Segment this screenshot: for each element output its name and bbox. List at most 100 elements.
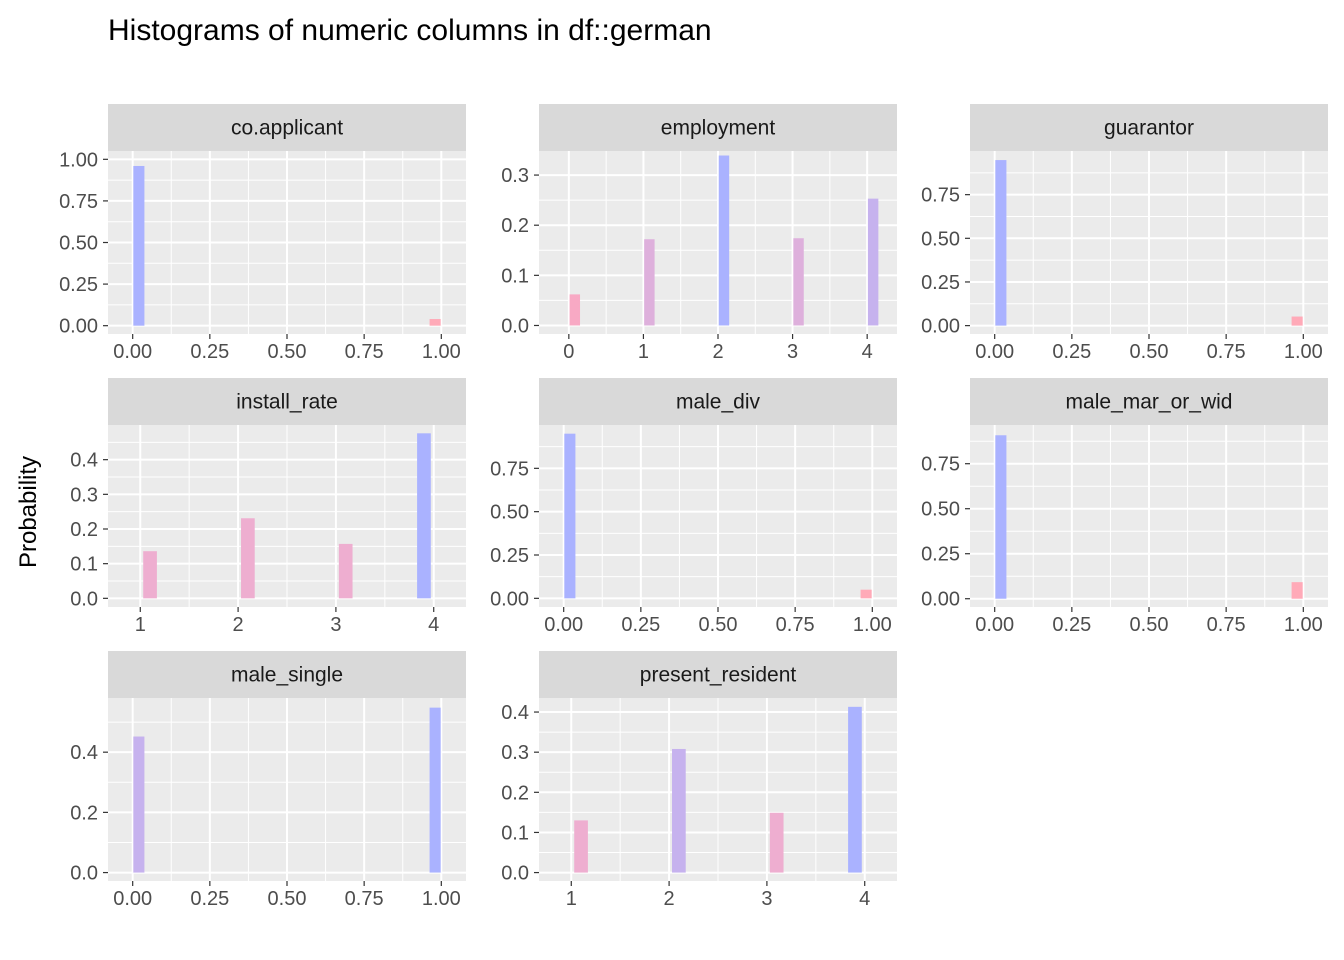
x-tick-label: 1.00 — [853, 614, 892, 636]
facet-strip — [108, 651, 466, 698]
y-tick-label: 0.3 — [501, 165, 529, 187]
facet-strip — [970, 378, 1328, 425]
y-tick-label: 0.0 — [501, 315, 529, 337]
x-tick-label: 0.25 — [621, 614, 660, 636]
x-tick-label: 1 — [638, 341, 649, 363]
histogram-bar — [867, 198, 879, 326]
x-tick-label: 2 — [712, 341, 723, 363]
y-tick-label: 0.4 — [70, 742, 98, 764]
facet-male_single: male_single 0.0 0.2 0.4 0.00 0.25 0.50 0.75 1.00 — [70, 651, 466, 910]
y-tick-label: 0.50 — [59, 233, 98, 255]
y-tick-label: 0.1 — [501, 265, 529, 287]
x-tick-label: 0.75 — [345, 341, 384, 363]
x-tick-label: 4 — [428, 614, 439, 636]
histogram-bar — [1291, 316, 1303, 326]
facet-guarantor: guarantor 0.00 0.25 0.50 0.75 0.00 0.25 0.50 0.7… — [921, 104, 1328, 363]
x-tick-label: 0.25 — [1052, 341, 1091, 363]
y-tick-label: 0.2 — [70, 802, 98, 824]
x-tick-label: 0.50 — [1130, 614, 1169, 636]
y-tick-label: 0.75 — [490, 458, 529, 480]
y-tick-label: 0.25 — [490, 545, 529, 567]
y-tick-label: 0.25 — [921, 544, 960, 566]
facet-co.applicant: co.applicant 0.00 0.25 0.50 0.75 1.00 0.00 0.25… — [59, 104, 466, 363]
histogram-bar — [564, 433, 576, 599]
x-tick-label: 0.25 — [190, 341, 229, 363]
x-tick-label: 1 — [135, 614, 146, 636]
x-tick-label: 1.00 — [422, 341, 461, 363]
histogram-bar — [417, 433, 431, 599]
facet-strip-label: male_mar_or_wid — [1066, 391, 1233, 414]
y-tick-label: 0.00 — [921, 316, 960, 338]
facet-strip-label: co.applicant — [231, 117, 343, 140]
y-tick-label: 0.2 — [501, 782, 529, 804]
chart-title: Histograms of numeric columns in df::ger… — [108, 14, 712, 47]
histogram-bar — [995, 435, 1007, 599]
y-axis-label: Probability — [15, 456, 42, 568]
histogram-bar — [718, 155, 730, 326]
facet-strip-label: male_single — [231, 664, 343, 687]
y-tick-label: 0.1 — [70, 554, 98, 576]
facet-strip-label: present_resident — [640, 664, 797, 687]
histogram-bar — [241, 518, 255, 599]
x-tick-label: 0.75 — [345, 888, 384, 910]
x-tick-label: 3 — [787, 341, 798, 363]
x-tick-label: 0 — [563, 341, 574, 363]
y-tick-label: 0.2 — [70, 519, 98, 541]
y-tick-label: 0.00 — [490, 588, 529, 610]
x-tick-label: 4 — [859, 888, 870, 910]
histogram-bar — [1291, 582, 1303, 599]
facet-strip — [108, 378, 466, 425]
x-tick-label: 0.00 — [975, 341, 1014, 363]
histogram-bar — [143, 551, 157, 599]
x-tick-label: 0.50 — [699, 614, 738, 636]
x-tick-label: 2 — [664, 888, 675, 910]
facet-present_resident: present_resident 0.0 0.1 0.2 0.3 0.4 1 2 3 4 — [501, 651, 897, 910]
x-tick-label: 0.00 — [544, 614, 583, 636]
y-tick-label: 0.2 — [501, 215, 529, 237]
histogram-bar — [574, 820, 588, 873]
y-tick-label: 0.75 — [921, 454, 960, 476]
x-tick-label: 0.75 — [1207, 341, 1246, 363]
x-tick-label: 0.00 — [113, 341, 152, 363]
facet-strip — [970, 104, 1328, 151]
facet-strip — [539, 104, 897, 151]
histogram-bar — [133, 165, 145, 326]
x-tick-label: 0.75 — [1207, 614, 1246, 636]
x-tick-label: 4 — [862, 341, 873, 363]
y-tick-label: 0.1 — [501, 822, 529, 844]
x-tick-label: 0.50 — [268, 341, 307, 363]
histogram-bar — [338, 543, 353, 599]
x-tick-label: 3 — [330, 614, 341, 636]
y-tick-label: 0.75 — [921, 185, 960, 207]
y-tick-label: 0.4 — [501, 702, 529, 724]
facet-strip-label: male_div — [676, 391, 761, 414]
y-tick-label: 0.25 — [59, 274, 98, 296]
facet-strip-label: employment — [661, 117, 776, 140]
y-tick-label: 0.00 — [59, 316, 98, 338]
histogram-bar — [860, 589, 872, 599]
x-tick-label: 0.50 — [1130, 341, 1169, 363]
y-tick-label: 0.3 — [70, 484, 98, 506]
y-tick-label: 0.50 — [490, 502, 529, 524]
x-tick-label: 0.75 — [776, 614, 815, 636]
facet-strip — [539, 378, 897, 425]
y-tick-label: 0.50 — [921, 499, 960, 521]
facet-strip-label: guarantor — [1104, 117, 1194, 140]
x-tick-label: 0.25 — [1052, 614, 1091, 636]
y-tick-label: 0.4 — [70, 450, 98, 472]
histogram-bar — [769, 812, 784, 873]
facet-strip-label: install_rate — [236, 391, 338, 414]
x-tick-label: 0.00 — [975, 614, 1014, 636]
x-tick-label: 0.50 — [268, 888, 307, 910]
y-tick-label: 0.0 — [501, 863, 529, 885]
y-tick-label: 0.3 — [501, 742, 529, 764]
histogram-bar — [569, 294, 581, 326]
x-tick-label: 1 — [566, 888, 577, 910]
y-tick-label: 0.0 — [70, 863, 98, 885]
facet-strip — [108, 104, 466, 151]
y-tick-label: 0.0 — [70, 588, 98, 610]
histogram-bar — [133, 736, 145, 873]
x-tick-label: 1.00 — [1284, 614, 1323, 636]
histogram-bar — [429, 319, 441, 326]
